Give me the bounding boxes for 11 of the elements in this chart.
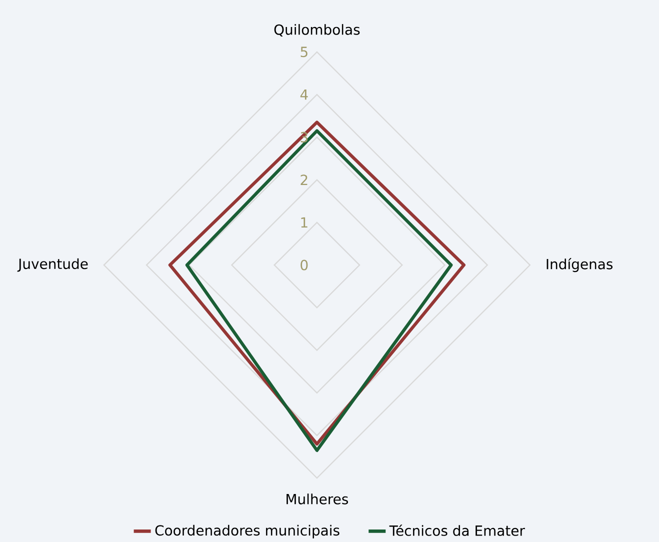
y-tick-label: 4 bbox=[300, 90, 308, 100]
spoke-label: Mulheres bbox=[286, 494, 348, 504]
legend-label: Coordenadores municipais bbox=[155, 524, 340, 538]
y-tick-label: 1 bbox=[301, 217, 308, 228]
legend-label: Técnicos da Emater bbox=[389, 524, 525, 536]
y-tick-label: 2 bbox=[300, 174, 308, 185]
spoke-label: Quilombolas bbox=[274, 24, 360, 36]
spoke-label: Juventude bbox=[17, 258, 88, 272]
spoke-label: Indígenas bbox=[546, 258, 613, 272]
y-tick-label: 5 bbox=[300, 46, 308, 58]
y-tick-label: 0 bbox=[300, 260, 308, 270]
